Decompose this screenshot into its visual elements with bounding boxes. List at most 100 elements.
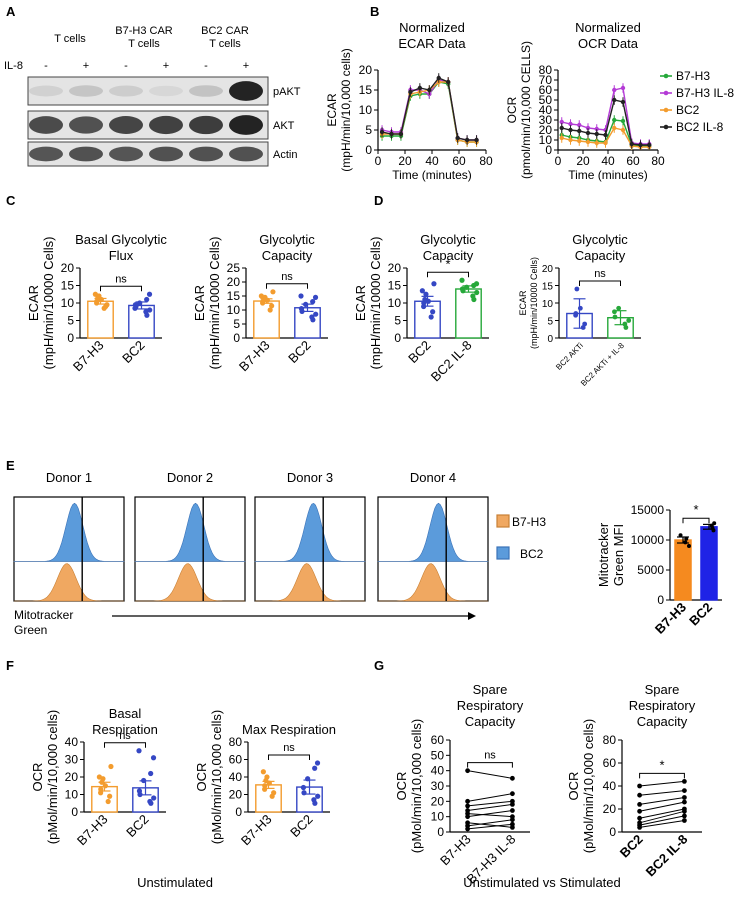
y-tick-label: 15 [61,279,75,293]
western-blots: pAKT AKT Actin [27,76,301,167]
significance-bracket [682,517,710,524]
data-point [585,139,591,145]
data-point [298,293,304,299]
legend-marker [663,107,669,113]
data-point [620,99,626,105]
data-point [474,289,480,296]
significance-label: ns [115,273,127,285]
y-tick-label: 0 [365,143,372,157]
significance-bracket [268,754,310,760]
x-axis-label: Time (minutes) [392,168,472,182]
panel-label-e: E [6,458,15,473]
y-tick-label: 60 [431,733,445,747]
chart-title: Glycolytic Capacity [259,232,315,263]
significance-label: * [445,256,450,271]
y-tick-label: 0 [394,331,401,345]
western-sign: - [124,60,128,72]
x-tick-label: BC2 [405,338,433,366]
significance-bracket [467,762,513,768]
y-tick-label: 0 [545,143,552,157]
data-point [271,790,277,796]
data-point [682,788,687,793]
chart-title: Glycolytic Capacity [572,232,628,263]
data-point [577,138,582,144]
data-point [568,137,573,143]
x-tick-label: 20 [398,154,412,168]
data-point [712,521,717,526]
y-axis-label: (pMol/min/10,000 cells) [209,710,224,844]
bar [674,539,692,601]
data-point [510,825,515,830]
data-point [637,792,642,798]
legend-label: BC2 [676,103,700,117]
data-point [637,783,642,789]
bc2-histogram [13,502,125,562]
blot-band [29,116,63,134]
western-sign-row: - + - + - + [44,60,249,72]
x-tick-label: 80 [479,154,493,168]
data-point [612,125,617,131]
data-point [577,305,583,311]
x-tick-label: BC2 AKTi + IL-8 [579,341,626,388]
pair-line [639,780,685,787]
data-point [430,309,436,315]
data-point [568,121,573,127]
x-tick-label: B7-H3 [74,812,111,849]
x-tick-label: BC2 AKTi [554,341,585,372]
data-point [147,307,153,313]
data-point [577,122,582,128]
data-point [637,802,642,807]
y-tick-label: 60 [229,753,243,767]
x-tick-label: B7-H3 [238,812,275,849]
x-tick-label: 80 [651,154,665,168]
y-tick-label: 20 [227,275,241,289]
data-point [682,795,687,800]
y-tick-label: 0 [71,805,78,819]
blot-band [109,146,143,162]
y-tick-label: 30 [65,753,79,767]
data-point [678,533,683,538]
bc2-histogram [134,502,246,562]
y-tick-label: 5 [365,123,372,137]
data-point [313,311,319,317]
data-point [269,303,275,309]
legend-swatch [496,546,510,560]
donor-title: Donor 4 [410,470,456,485]
pair-line [467,793,513,802]
data-point [594,140,599,146]
y-axis-label: (mpH/min/10000 Cells) [368,237,383,370]
b7h3-histogram [378,563,488,602]
y-axis-label: Green MFI [611,524,626,586]
data-point [559,135,564,141]
data-point [510,798,515,804]
data-point [132,305,138,311]
data-point [474,137,479,143]
data-point [305,776,311,782]
data-point [264,774,270,780]
data-point [577,128,582,134]
data-point [647,142,652,148]
data-point [102,783,108,789]
max-respiration-chart: Max Respiration 0 20 40 60 80 OCR (pMol/min/10,… [194,710,336,848]
y-axis-label: (pMol/min/10,000 cells) [45,710,60,844]
chart-title: Normalized OCR Data [575,20,641,51]
legend-label: B7-H3 [512,515,546,529]
y-tick-label: 10 [431,810,445,824]
data-point [683,540,688,545]
y-axis-label: ECAR [192,285,207,321]
data-point [398,131,404,137]
y-tick-label: 10 [227,303,241,317]
y-axis-label-group: ECAR (mpH/min/10000 Cells) [518,257,539,349]
data-point [465,808,470,813]
x-tick-label: BC2 [287,812,315,840]
axis-arrowhead [468,612,476,620]
panel-label-b: B [370,4,379,19]
x-tick-label: 20 [576,154,590,168]
pair-line [639,797,685,805]
y-tick-label: 15 [542,282,554,293]
data-point [612,117,617,123]
western-group-header: T cells [54,33,86,45]
significance-label: ns [594,268,606,280]
y-tick-label: 80 [229,735,243,749]
